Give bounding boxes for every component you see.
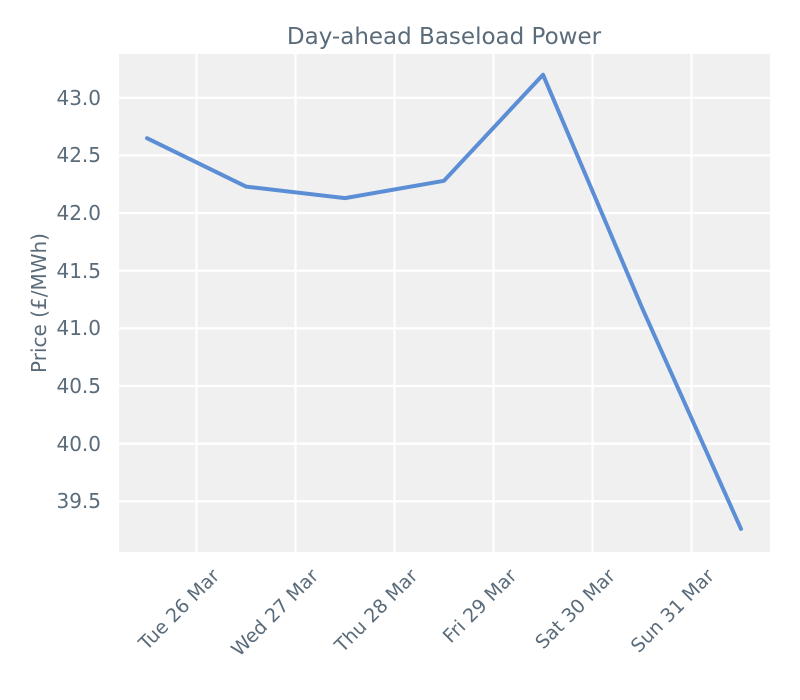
y-tick-label: 42.0 <box>56 201 101 226</box>
plot-area <box>119 54 770 552</box>
y-tick-label: 39.5 <box>56 489 101 514</box>
y-axis-label: Price (£/MWh) <box>27 233 51 373</box>
line-chart-canvas <box>119 54 770 552</box>
x-tick-label: Tue 26 Mar <box>134 565 225 655</box>
y-tick-label: 41.5 <box>56 258 101 283</box>
x-tick-label: Wed 27 Mar <box>227 565 324 661</box>
price-series-line <box>145 72 743 531</box>
y-tick-label: 40.0 <box>56 431 101 456</box>
x-tick-label: Fri 29 Mar <box>438 565 522 648</box>
y-tick-label: 41.0 <box>56 316 101 341</box>
y-tick-label: 42.5 <box>56 143 101 168</box>
x-tick-label: Thu 28 Mar <box>330 565 423 657</box>
y-tick-label: 43.0 <box>56 85 101 110</box>
x-tick-label: Sat 30 Mar <box>531 565 621 654</box>
plot-background <box>119 54 770 552</box>
chart-title: Day-ahead Baseload Power <box>286 24 602 50</box>
x-tick-label: Sun 31 Mar <box>626 565 720 658</box>
y-tick-label: 40.5 <box>56 374 101 398</box>
